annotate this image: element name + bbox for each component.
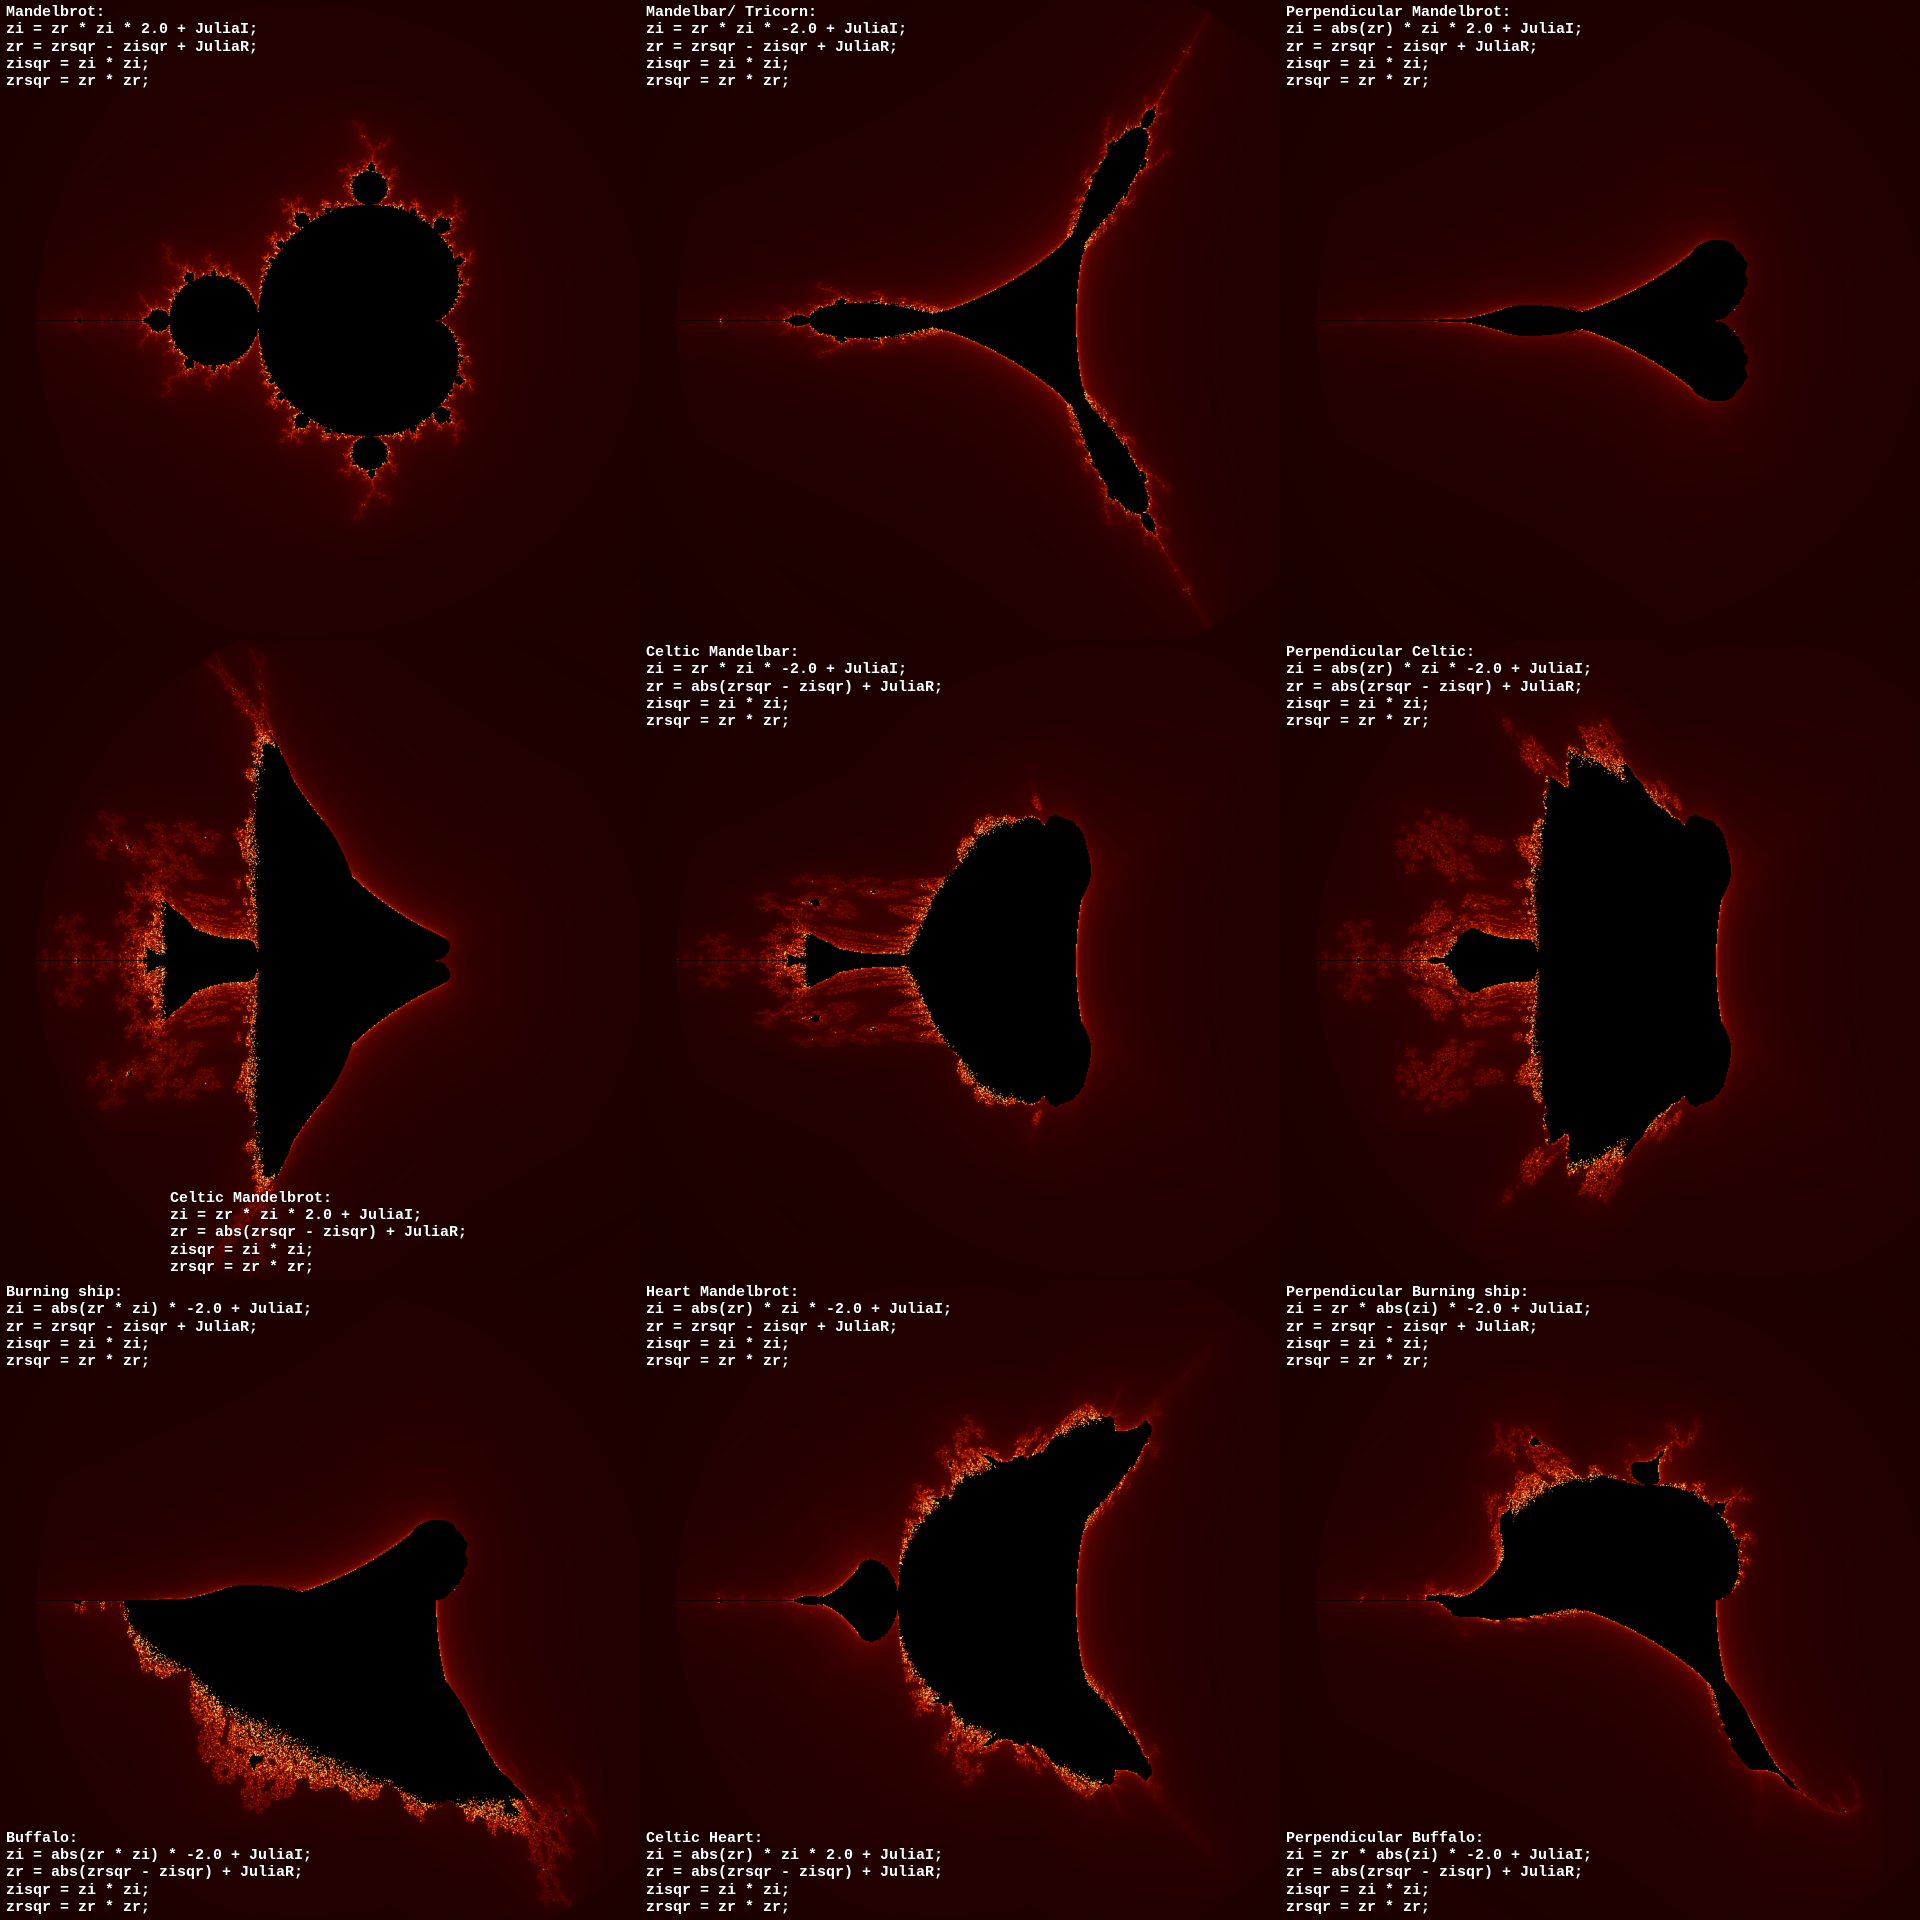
fractal-cell-burning_ship: Burning ship: zi = abs(zr * zi) * -2.0 +… bbox=[0, 1280, 640, 1920]
fractal-label-perp_celtic: Perpendicular Celtic: zi = abs(zr) * zi … bbox=[1286, 644, 1592, 730]
fractal-label-mandelbrot: Mandelbrot: zi = zr * zi * 2.0 + JuliaI;… bbox=[6, 4, 258, 90]
fractal-grid: Mandelbrot: zi = zr * zi * 2.0 + JuliaI;… bbox=[0, 0, 1920, 1920]
fractal-cell-heart_mandelbrot: Heart Mandelbrot: zi = abs(zr) * zi * -2… bbox=[640, 1280, 1280, 1920]
fractal-canvas-perp_burning_ship bbox=[1280, 1280, 1920, 1920]
fractal-label-celtic_heart: Celtic Heart: zi = abs(zr) * zi * 2.0 + … bbox=[646, 1830, 943, 1916]
fractal-canvas-mandelbar bbox=[640, 0, 1280, 640]
fractal-label-perp_mandelbrot: Perpendicular Mandelbrot: zi = abs(zr) *… bbox=[1286, 4, 1583, 90]
fractal-label-burning_ship: Burning ship: zi = abs(zr * zi) * -2.0 +… bbox=[6, 1284, 312, 1370]
fractal-cell-mandelbrot: Mandelbrot: zi = zr * zi * 2.0 + JuliaI;… bbox=[0, 0, 640, 640]
fractal-label-buffalo: Buffalo: zi = abs(zr * zi) * -2.0 + Juli… bbox=[6, 1830, 312, 1916]
fractal-label-mandelbar: Mandelbar/ Tricorn: zi = zr * zi * -2.0 … bbox=[646, 4, 907, 90]
fractal-label-celtic_mandelbrot: Celtic Mandelbrot: zi = zr * zi * 2.0 + … bbox=[170, 1190, 467, 1276]
fractal-label-celtic_mandelbar: Celtic Mandelbar: zi = zr * zi * -2.0 + … bbox=[646, 644, 943, 730]
fractal-canvas-perp_mandelbrot bbox=[1280, 0, 1920, 640]
fractal-canvas-mandelbrot bbox=[0, 0, 640, 640]
fractal-cell-mandelbar: Mandelbar/ Tricorn: zi = zr * zi * -2.0 … bbox=[640, 0, 1280, 640]
fractal-canvas-burning_ship bbox=[0, 1280, 640, 1920]
fractal-cell-perp_mandelbrot: Perpendicular Mandelbrot: zi = abs(zr) *… bbox=[1280, 0, 1920, 640]
fractal-canvas-celtic_mandelbrot bbox=[0, 640, 640, 1280]
fractal-canvas-perp_celtic bbox=[1280, 640, 1920, 1280]
fractal-label-perp_burning_ship: Perpendicular Burning ship: zi = zr * ab… bbox=[1286, 1284, 1592, 1370]
fractal-cell-celtic_mandelbar: Celtic Mandelbar: zi = zr * zi * -2.0 + … bbox=[640, 640, 1280, 1280]
fractal-canvas-heart_mandelbrot bbox=[640, 1280, 1280, 1920]
fractal-label-heart_mandelbrot: Heart Mandelbrot: zi = abs(zr) * zi * -2… bbox=[646, 1284, 952, 1370]
fractal-label-perp_buffalo: Perpendicular Buffalo: zi = zr * abs(zi)… bbox=[1286, 1830, 1592, 1916]
fractal-canvas-celtic_mandelbar bbox=[640, 640, 1280, 1280]
fractal-cell-perp_celtic: Perpendicular Celtic: zi = abs(zr) * zi … bbox=[1280, 640, 1920, 1280]
fractal-cell-celtic_mandelbrot: Celtic Mandelbrot: zi = zr * zi * 2.0 + … bbox=[0, 640, 640, 1280]
fractal-cell-perp_burning_ship: Perpendicular Burning ship: zi = zr * ab… bbox=[1280, 1280, 1920, 1920]
